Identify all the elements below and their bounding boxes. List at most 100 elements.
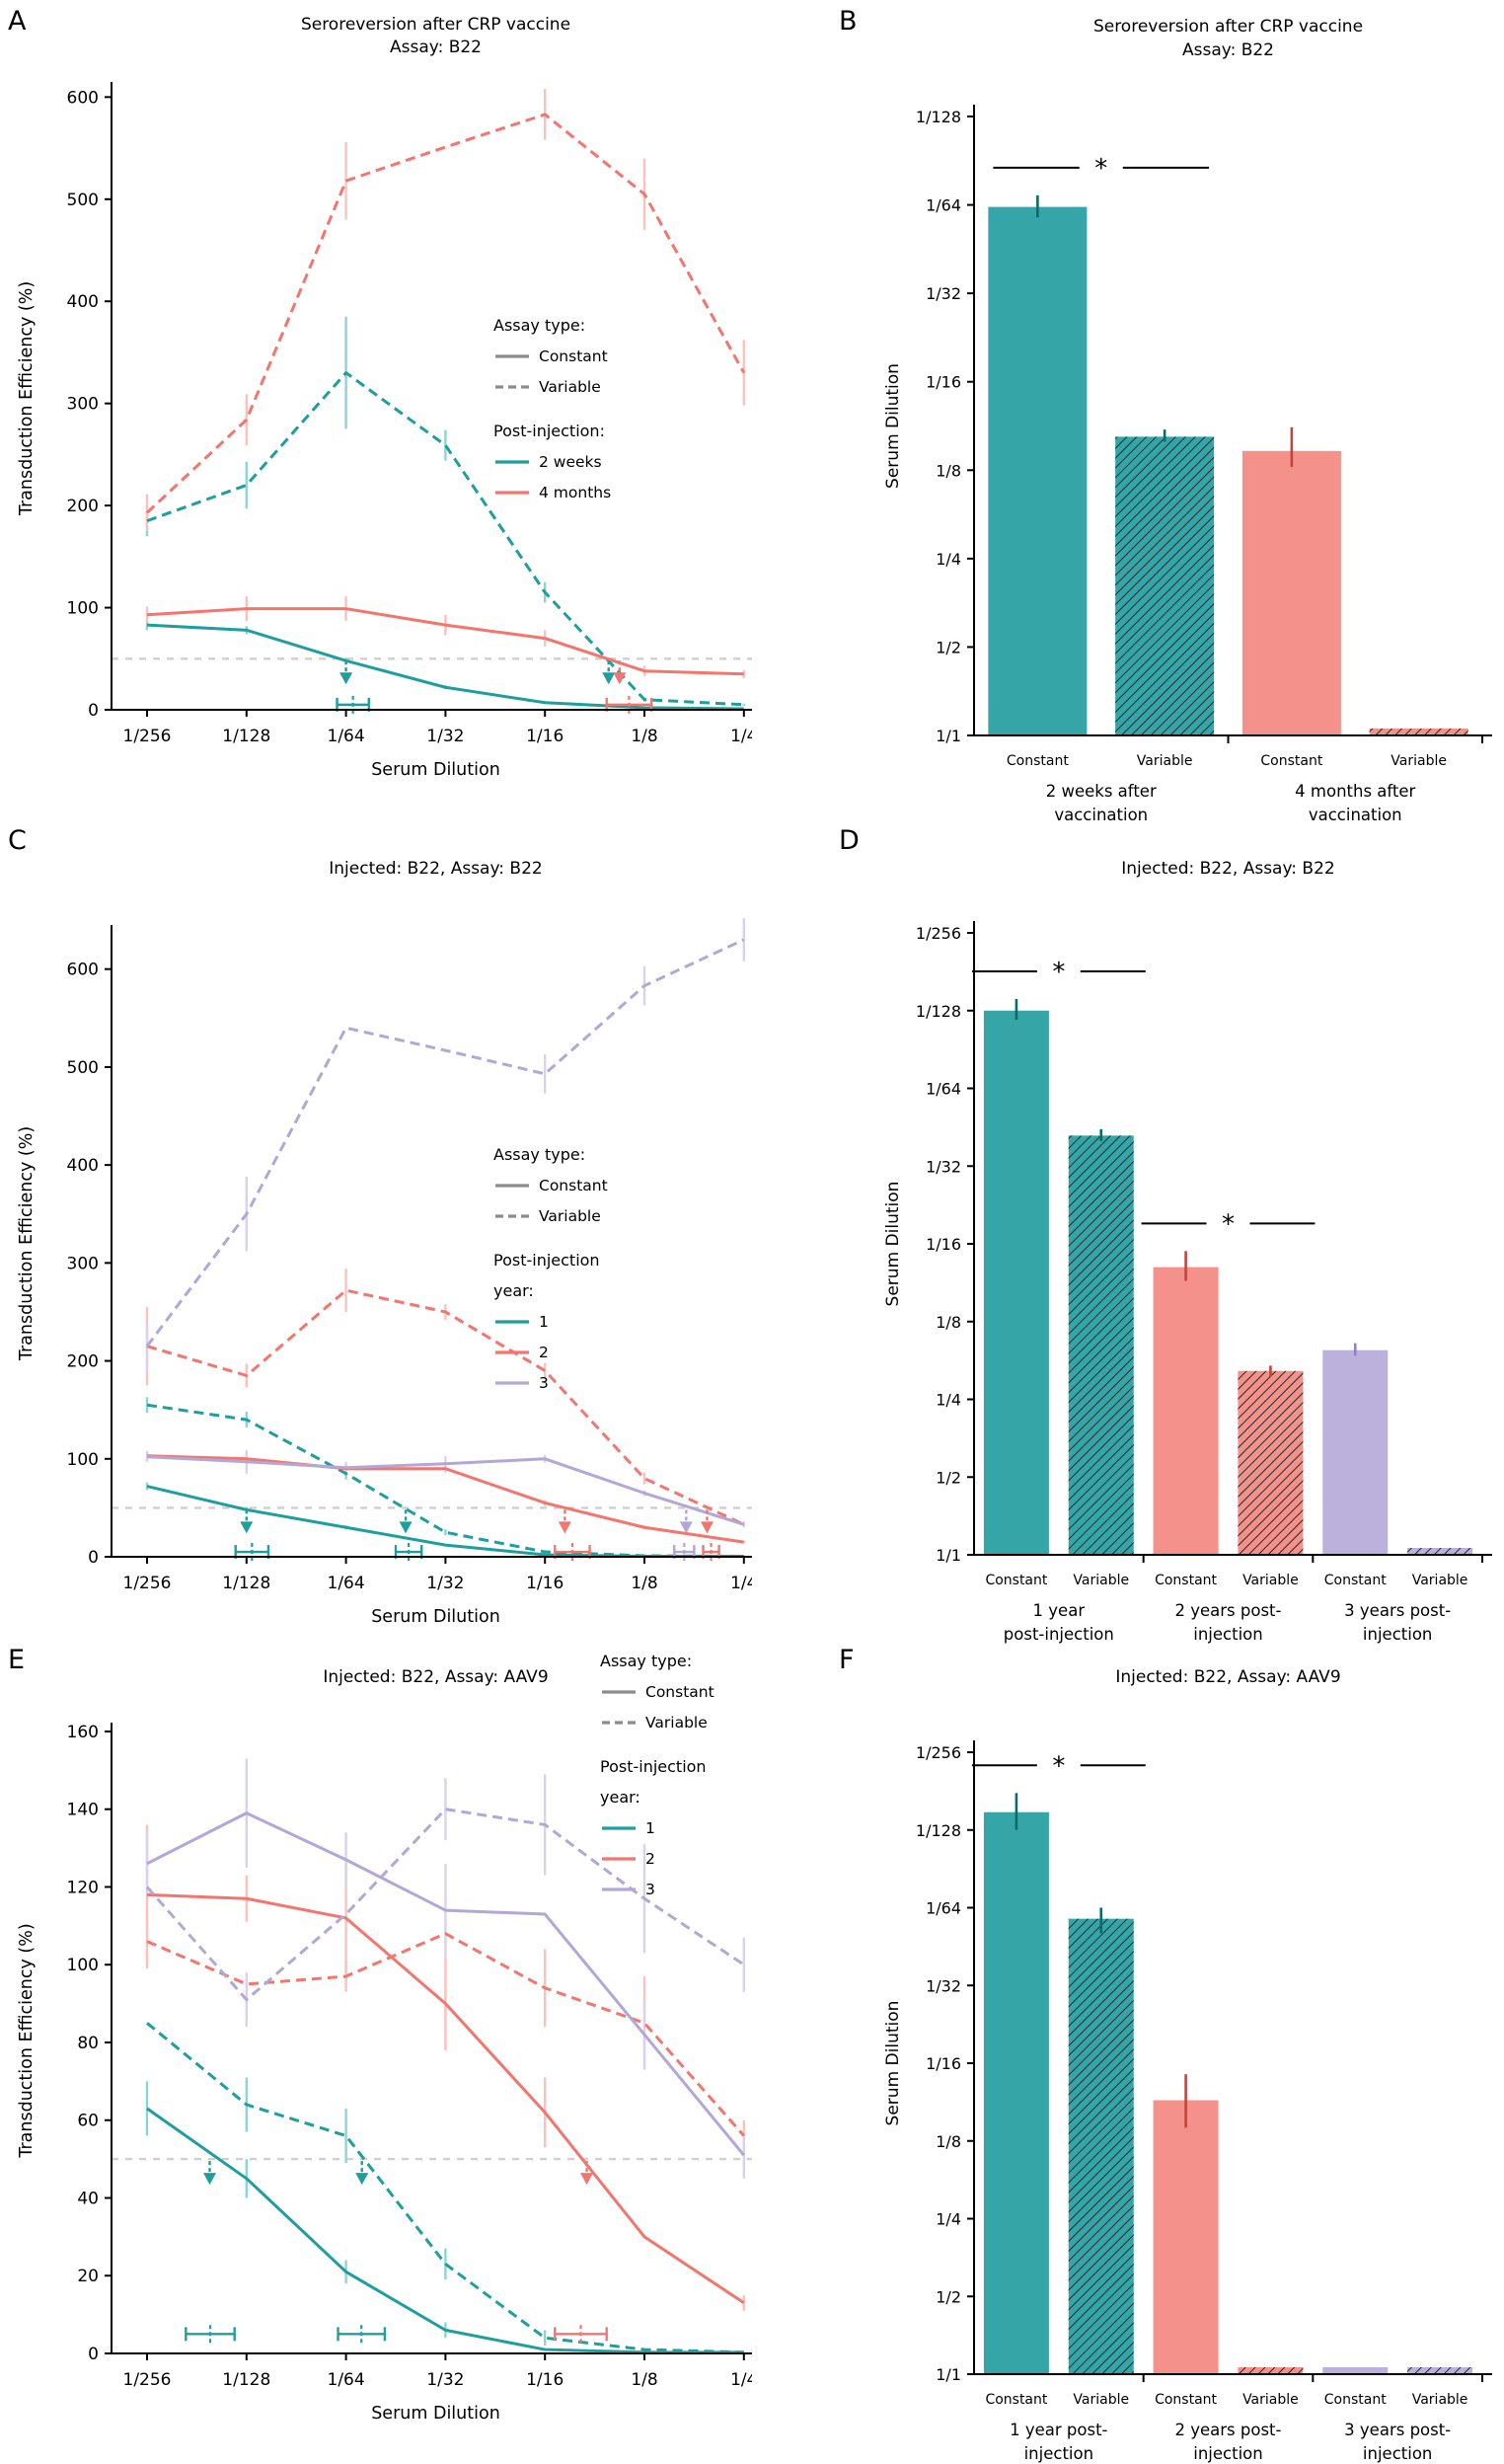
- panel-C: C 1/256 1/128 1/64 1/32 1/16 1/8 1/4 Serum Dilu…: [0, 819, 760, 1645]
- svg-text:Serum Dilution: Serum Dilution: [371, 2404, 500, 2424]
- svg-text:100: 100: [67, 599, 99, 619]
- svg-text:Injected: B22, Assay: AAV9: Injected: B22, Assay: AAV9: [1115, 1667, 1340, 1687]
- svg-text:Constant: Constant: [539, 1177, 608, 1194]
- svg-text:1/128: 1/128: [222, 727, 270, 746]
- svg-text:vaccination: vaccination: [1309, 806, 1402, 824]
- svg-text:0: 0: [88, 2345, 99, 2364]
- svg-text:Variable: Variable: [1242, 2392, 1299, 2408]
- svg-text:Assay: B22: Assay: B22: [1182, 40, 1274, 60]
- svg-text:1 year: 1 year: [1033, 1601, 1086, 1620]
- svg-text:Constant: Constant: [985, 1573, 1047, 1588]
- svg-text:400: 400: [67, 292, 99, 312]
- svg-text:500: 500: [67, 1058, 99, 1078]
- svg-text:Assay: B22: Assay: B22: [390, 38, 482, 57]
- svg-text:Variable: Variable: [1412, 2392, 1468, 2408]
- svg-text:Constant: Constant: [1007, 753, 1069, 769]
- svg-text:Transduction Efficiency (%): Transduction Efficiency (%): [17, 281, 37, 516]
- svg-text:300: 300: [67, 1254, 99, 1273]
- svg-text:1/64: 1/64: [328, 727, 365, 746]
- svg-text:1/4: 1/4: [730, 727, 752, 746]
- svg-text:1/2: 1/2: [936, 1468, 961, 1487]
- svg-text:1/128: 1/128: [222, 2370, 270, 2390]
- svg-text:1/32: 1/32: [426, 2370, 464, 2390]
- svg-text:1/64: 1/64: [926, 1899, 961, 1918]
- svg-text:Injected: B22, Assay: B22: Injected: B22, Assay: B22: [1121, 859, 1334, 879]
- svg-text:Variable: Variable: [1242, 1573, 1299, 1588]
- svg-text:injection: injection: [1193, 2444, 1262, 2463]
- svg-text:4 months after: 4 months after: [1295, 782, 1415, 801]
- svg-text:20: 20: [77, 2267, 99, 2286]
- svg-text:1/32: 1/32: [426, 1574, 464, 1593]
- svg-text:1/256: 1/256: [916, 924, 961, 943]
- svg-text:1/4: 1/4: [730, 1574, 752, 1593]
- svg-text:1/2: 1/2: [936, 2287, 961, 2306]
- chart-C-line: 1/256 1/128 1/64 1/32 1/16 1/8 1/4 Serum Diluti…: [17, 859, 760, 1627]
- svg-text:1/16: 1/16: [926, 373, 961, 392]
- svg-text:1/256: 1/256: [123, 1574, 172, 1593]
- svg-text:Transduction Efficiency (%): Transduction Efficiency (%): [17, 1923, 37, 2158]
- panel-letter-A: A: [8, 6, 27, 37]
- svg-text:Constant: Constant: [1324, 1573, 1387, 1588]
- svg-text:80: 80: [77, 2034, 99, 2053]
- svg-text:Variable: Variable: [1073, 2392, 1129, 2408]
- svg-text:300: 300: [67, 395, 99, 415]
- svg-text:1/64: 1/64: [328, 2370, 365, 2390]
- svg-text:3: 3: [539, 1374, 549, 1392]
- svg-text:injection: injection: [1363, 1625, 1432, 1644]
- svg-text:1/128: 1/128: [222, 1574, 270, 1593]
- svg-text:1/16: 1/16: [926, 1235, 961, 1254]
- svg-text:Serum Dilution: Serum Dilution: [371, 1607, 500, 1627]
- svg-text:Constant: Constant: [985, 2392, 1047, 2408]
- svg-text:Serum Dilution: Serum Dilution: [883, 1182, 903, 1307]
- chart-A-line: 1/256 1/128 1/64 1/32 1/16 1/8 1/4 Serum Diluti…: [17, 15, 760, 780]
- svg-text:1/1: 1/1: [936, 1546, 961, 1565]
- panel-letter-F: F: [839, 1645, 855, 1675]
- svg-text:1/1: 1/1: [936, 2365, 961, 2384]
- svg-text:40: 40: [77, 2189, 99, 2208]
- svg-text:1/8: 1/8: [631, 1574, 657, 1593]
- svg-text:0: 0: [88, 1548, 99, 1568]
- panel-D: D * * 1/1 1/2 1/4 1/8 1/16 1/32 1/64 1/128 1/256 Se…: [752, 819, 1504, 1645]
- svg-text:1/4: 1/4: [936, 550, 961, 569]
- svg-text:year:: year:: [493, 1281, 534, 1300]
- svg-text:year:: year:: [600, 1788, 640, 1807]
- svg-text:Transduction Efficiency (%): Transduction Efficiency (%): [17, 1126, 37, 1361]
- svg-text:1/256: 1/256: [123, 2370, 172, 2390]
- svg-text:Post-injection: Post-injection: [493, 1251, 600, 1270]
- svg-text:0: 0: [88, 701, 99, 721]
- svg-text:Assay type:: Assay type:: [493, 316, 585, 335]
- svg-text:1/8: 1/8: [936, 461, 961, 480]
- svg-text:1/16: 1/16: [526, 2370, 564, 2390]
- svg-text:3 years post-: 3 years post-: [1344, 1601, 1451, 1620]
- svg-text:Variable: Variable: [645, 1714, 708, 1732]
- svg-text:Serum Dilution: Serum Dilution: [883, 363, 903, 489]
- svg-text:1/64: 1/64: [926, 196, 961, 215]
- svg-text:2: 2: [539, 1344, 549, 1361]
- svg-text:2 weeks: 2 weeks: [539, 453, 602, 471]
- svg-text:injection: injection: [1363, 2444, 1432, 2463]
- svg-text:1/8: 1/8: [631, 727, 657, 746]
- svg-text:Injected: B22, Assay: B22: Injected: B22, Assay: B22: [329, 859, 542, 879]
- svg-text:1/4: 1/4: [936, 2210, 961, 2229]
- svg-text:Constant: Constant: [1324, 2392, 1387, 2408]
- svg-text:100: 100: [67, 1956, 99, 1975]
- svg-text:4 months: 4 months: [539, 484, 611, 501]
- svg-text:1/128: 1/128: [916, 1002, 961, 1021]
- svg-text:1/8: 1/8: [936, 2132, 961, 2151]
- svg-text:*: *: [1222, 1209, 1235, 1239]
- svg-text:injection: injection: [1193, 1625, 1262, 1644]
- panel-letter-B: B: [839, 6, 858, 37]
- svg-text:injection: injection: [1024, 2444, 1093, 2463]
- svg-text:Variable: Variable: [1391, 753, 1447, 769]
- svg-text:Assay type:: Assay type:: [493, 1145, 585, 1164]
- svg-text:Post-injection: Post-injection: [600, 1757, 707, 1776]
- svg-text:*: *: [1052, 1751, 1065, 1781]
- svg-text:Variable: Variable: [539, 1207, 601, 1225]
- svg-text:1/1: 1/1: [936, 727, 961, 745]
- svg-text:2: 2: [645, 1850, 655, 1868]
- svg-text:Variable: Variable: [1073, 1573, 1129, 1588]
- svg-text:200: 200: [67, 1352, 99, 1372]
- svg-text:1/32: 1/32: [926, 1157, 961, 1176]
- svg-text:Constant: Constant: [1155, 2392, 1217, 2408]
